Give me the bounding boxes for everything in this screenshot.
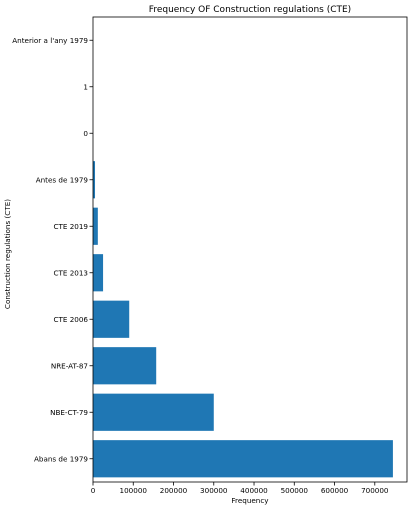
bar-cte-2019 [93,207,98,245]
bars-group [93,161,393,478]
y-tick-label: CTE 2006 [53,315,88,324]
y-tick-label: 1 [83,82,88,91]
chart-title: Frequency OF Construction regulations (C… [149,5,351,15]
x-tick-label: 100000 [120,486,148,495]
bar-abans-de-1979 [93,440,393,478]
y-tick-label: CTE 2013 [53,268,88,277]
bar-cte-2006 [93,300,130,338]
y-tick-label: 0 [83,129,88,138]
x-tick-label: 400000 [240,486,268,495]
y-tick-label: CTE 2019 [53,222,88,231]
x-tick-label: 200000 [160,486,188,495]
x-tick-label: 500000 [281,486,309,495]
ticks-group: Abans de 1979 NBE-CT-79 NRE-AT-87 CTE 2006 C… [12,36,389,495]
x-axis-label: Frequency [231,496,269,505]
y-tick-label: Abans de 1979 [34,454,88,463]
x-tick-label: 700000 [361,486,389,495]
y-tick-label: NBE-CT-79 [50,408,88,417]
x-tick-label: 0 [91,486,96,495]
bar-cte-2013 [93,254,104,292]
y-tick-label: Anterior a l'any 1979 [12,36,88,45]
y-tick-label: NRE-AT-87 [51,361,88,370]
y-tick-label: Antes de 1979 [36,175,89,184]
bar-antes-de-1979 [93,161,96,199]
plot-area-frame [92,16,408,483]
x-tick-label: 300000 [200,486,228,495]
bar-nbe-ct-79 [93,393,214,431]
y-axis-label: Construction regulations (CTE) [3,199,12,309]
bar-nre-at-87 [93,347,157,385]
x-tick-label: 600000 [321,486,349,495]
